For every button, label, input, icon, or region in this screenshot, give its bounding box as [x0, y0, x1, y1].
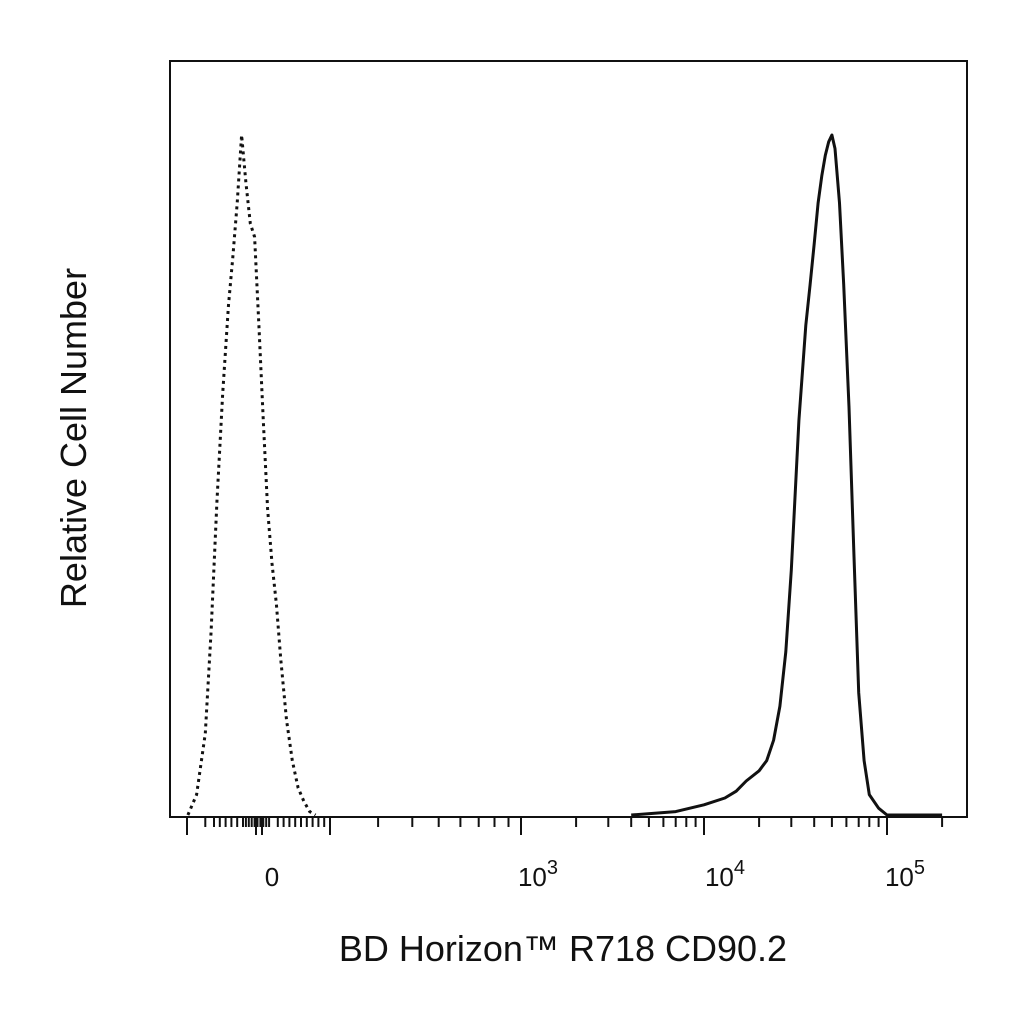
x-axis-title: BD Horizon™ R718 CD90.2 — [339, 928, 787, 969]
x-tick-label-0: 0 — [265, 862, 279, 892]
x-tick-label-10000: 104 — [705, 857, 745, 892]
x-axis — [186, 817, 944, 835]
y-axis-title: Relative Cell Number — [53, 268, 94, 608]
x-tick-label-100000: 105 — [885, 857, 925, 892]
series-layer — [186, 133, 943, 817]
plot-frame — [169, 60, 968, 818]
series-line-dotted — [186, 133, 317, 817]
series-line-solid — [631, 133, 943, 817]
x-tick-label-1000: 103 — [518, 857, 558, 892]
